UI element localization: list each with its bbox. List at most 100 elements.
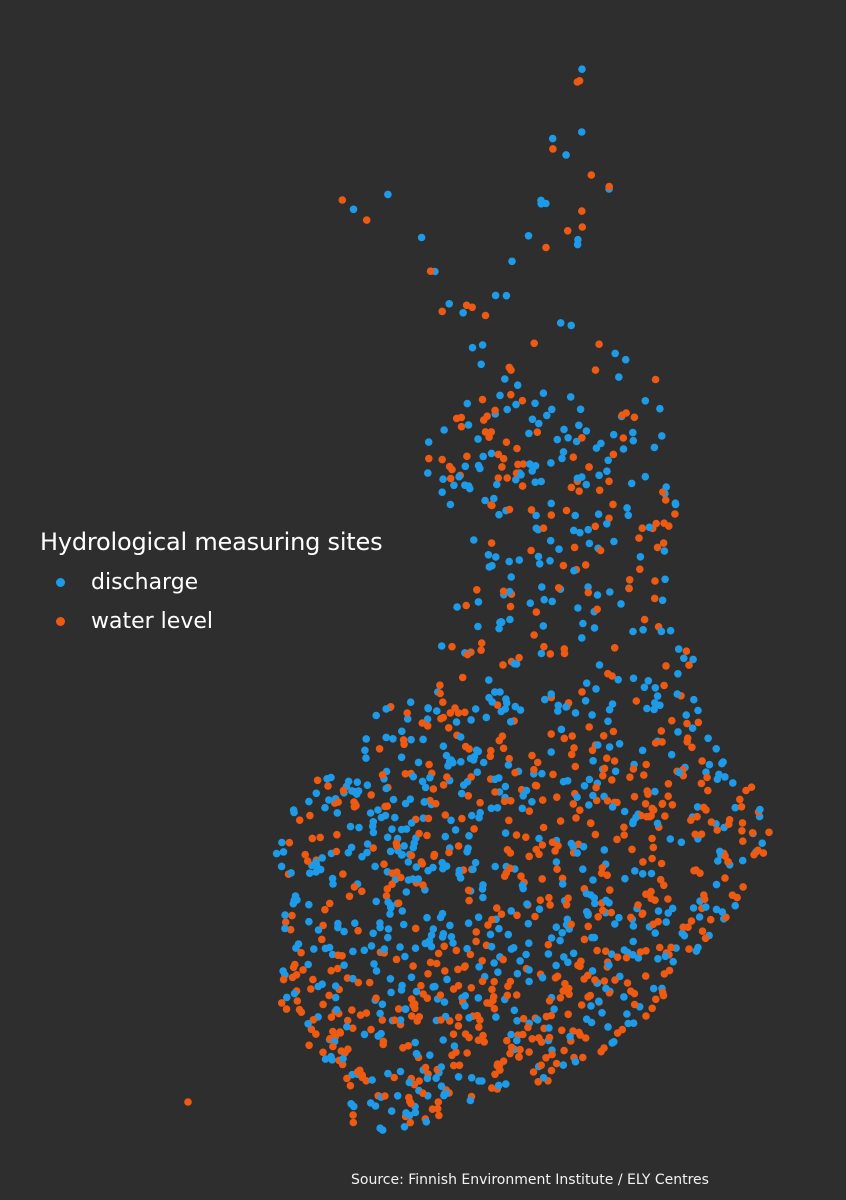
discharge-site-marker	[660, 547, 669, 555]
water-level-site-marker	[449, 1030, 458, 1038]
discharge-site-marker	[478, 341, 487, 349]
water-level-site-marker	[465, 896, 473, 905]
discharge-site-marker	[525, 966, 533, 974]
water-level-site-marker	[556, 817, 565, 825]
water-level-site-marker	[600, 977, 609, 985]
discharge-site-marker	[405, 1078, 414, 1087]
water-level-site-marker	[381, 1092, 389, 1100]
water-level-site-marker	[642, 1012, 650, 1020]
discharge-site-marker	[600, 846, 609, 854]
discharge-site-marker	[409, 875, 417, 883]
water-level-site-marker	[586, 819, 595, 827]
discharge-site-marker	[331, 982, 340, 990]
water-level-site-marker	[411, 1004, 419, 1013]
discharge-site-marker	[589, 876, 597, 884]
water-level-site-marker	[537, 1038, 546, 1046]
water-level-site-marker	[544, 940, 553, 949]
discharge-site-marker	[439, 742, 448, 750]
water-level-site-marker	[595, 340, 603, 349]
discharge-site-marker	[272, 849, 281, 858]
water-level-site-marker	[338, 196, 347, 204]
discharge-site-marker	[421, 939, 430, 948]
water-level-site-marker	[397, 873, 405, 882]
water-level-site-marker	[390, 1016, 399, 1024]
discharge-site-marker	[384, 1069, 392, 1078]
discharge-site-marker	[459, 309, 467, 317]
water-level-site-marker	[527, 506, 536, 514]
discharge-site-marker	[505, 557, 513, 566]
discharge-site-marker	[351, 919, 359, 927]
water-level-site-marker	[551, 974, 560, 982]
water-level-site-marker	[623, 979, 632, 987]
water-level-site-marker	[369, 844, 378, 852]
discharge-site-marker	[689, 904, 698, 912]
water-level-site-marker	[349, 1118, 358, 1127]
discharge-site-marker	[517, 471, 525, 479]
discharge-site-marker	[354, 787, 363, 795]
discharge-site-marker	[531, 399, 539, 408]
discharge-site-marker	[587, 1018, 596, 1027]
discharge-site-marker	[605, 705, 614, 714]
water-level-site-marker	[668, 801, 677, 809]
water-level-site-marker	[448, 1051, 456, 1060]
water-level-site-marker	[454, 1022, 463, 1030]
water-level-site-marker	[572, 814, 580, 822]
discharge-site-marker	[611, 349, 619, 358]
discharge-site-marker	[312, 868, 320, 876]
discharge-site-marker	[631, 867, 639, 875]
water-level-site-marker	[346, 1081, 355, 1090]
water-level-site-marker	[658, 799, 667, 808]
water-level-site-marker	[635, 534, 643, 542]
discharge-site-marker	[640, 683, 649, 692]
water-level-site-marker	[333, 830, 341, 839]
discharge-site-marker	[531, 462, 540, 470]
discharge-site-marker	[546, 557, 554, 565]
discharge-site-marker	[412, 1049, 421, 1058]
water-level-site-marker	[463, 1049, 471, 1057]
discharge-site-marker	[607, 950, 616, 958]
discharge-site-marker	[512, 475, 520, 484]
discharge-site-marker	[544, 950, 553, 958]
water-level-site-marker	[407, 1099, 415, 1108]
discharge-site-marker	[694, 706, 702, 715]
legend-item-water-level: water level	[56, 609, 382, 634]
discharge-site-marker	[582, 427, 591, 435]
discharge-site-marker	[639, 626, 647, 634]
water-level-site-marker	[549, 145, 557, 153]
discharge-site-marker	[547, 690, 555, 698]
discharge-site-marker	[579, 842, 588, 851]
water-level-site-marker	[353, 1068, 362, 1076]
discharge-site-marker	[495, 774, 503, 782]
discharge-site-marker	[573, 793, 581, 801]
water-level-site-marker	[651, 739, 660, 747]
discharge-site-marker	[542, 199, 550, 208]
discharge-site-marker	[721, 773, 729, 781]
water-level-site-marker	[394, 899, 403, 907]
water-level-site-marker	[561, 979, 569, 988]
water-level-site-marker	[600, 764, 609, 773]
water-level-site-marker	[464, 792, 473, 800]
discharge-site-marker	[486, 930, 495, 939]
water-level-site-marker	[721, 852, 729, 860]
discharge-site-marker	[539, 389, 548, 398]
discharge-site-marker	[429, 925, 438, 933]
discharge-site-marker	[629, 951, 637, 959]
water-level-site-marker	[307, 1025, 316, 1034]
water-level-site-marker	[519, 1014, 528, 1023]
water-level-site-marker	[570, 744, 578, 752]
discharge-site-marker	[604, 1023, 612, 1031]
water-level-site-marker	[439, 781, 448, 789]
discharge-site-marker	[456, 733, 465, 741]
water-level-site-marker	[339, 870, 347, 878]
water-level-site-marker	[319, 921, 327, 930]
discharge-site-marker	[545, 1024, 553, 1032]
discharge-site-marker	[370, 960, 378, 968]
water-level-site-marker	[484, 921, 492, 929]
discharge-site-marker	[554, 707, 562, 715]
discharge-site-marker	[693, 803, 702, 811]
discharge-site-marker	[656, 701, 664, 710]
discharge-site-marker	[658, 596, 667, 605]
discharge-site-marker	[461, 1002, 469, 1010]
water-level-site-marker	[411, 924, 420, 933]
discharge-site-marker	[474, 435, 482, 443]
